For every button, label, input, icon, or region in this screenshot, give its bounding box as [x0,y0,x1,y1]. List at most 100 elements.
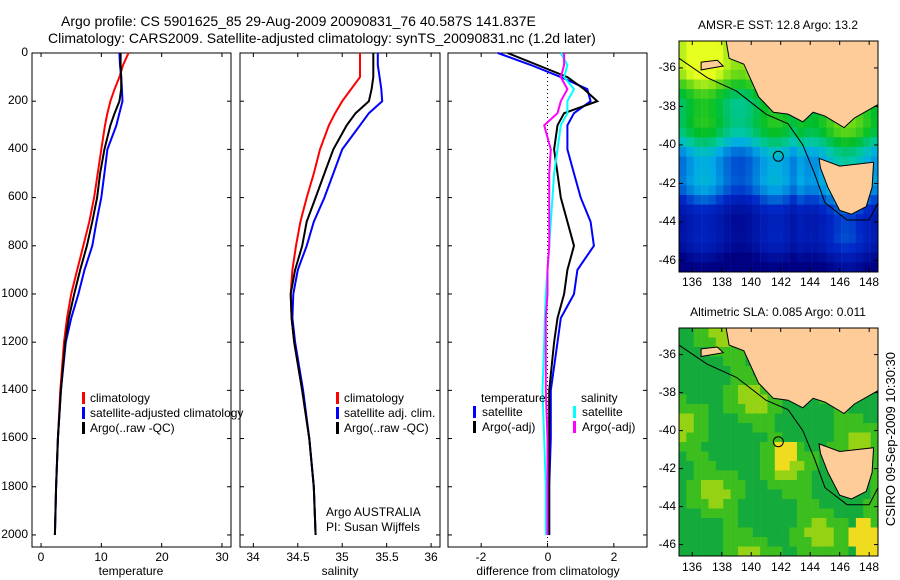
map-cell [708,432,717,443]
map-cell [863,146,871,157]
map-cell [804,461,812,471]
map-cell [804,262,812,272]
map-cell [723,356,731,367]
map-cell [841,137,849,148]
map-cell [693,223,702,234]
map-cell [686,79,694,90]
map-cell [833,127,842,138]
map-cell [811,527,820,538]
map-cell [686,118,694,128]
map-cell [752,489,761,500]
map-cell [715,108,724,119]
map-frame [678,327,879,557]
map-cell [826,442,835,452]
map-cell [679,508,687,519]
map-cell [715,328,724,338]
map-cell [760,185,768,196]
map-cell [819,413,827,424]
map-cell [737,195,746,205]
map-cell [811,195,820,205]
map-cell [774,118,783,128]
x-tick-label: 10 [94,550,108,564]
map-cell [701,166,709,177]
map-cell [870,451,878,462]
map-cell [730,385,739,395]
map-cell [752,499,761,509]
map-cell [745,175,753,186]
map-cell [863,489,871,500]
map-cell [855,223,864,234]
map-cell [774,394,783,405]
map-cell [833,413,842,424]
map-y-tick-label: -36 [658,347,676,361]
map-cell [767,432,776,443]
map-cell [782,537,790,547]
map-cell [863,499,871,509]
map-cell [708,195,717,205]
map-cell [767,118,776,128]
map-cell [826,146,835,157]
map-cell [811,518,820,528]
map-cell [774,185,783,196]
map-cell [708,356,717,367]
map-cell [826,404,835,414]
map-cell [708,394,717,405]
map-cell [723,508,731,519]
map-cell [679,204,687,215]
map-cell [745,432,753,443]
map-cell [693,375,702,386]
map-cell [848,527,857,538]
map-cell [863,546,871,556]
map-cell [870,166,878,177]
map-cell [833,432,842,443]
map-cell [811,262,820,272]
map-cell [745,527,753,538]
map-cell [811,156,820,167]
map-cell [819,461,827,471]
map-cell [767,470,776,481]
legend-swatch [82,407,85,419]
figure-title-line1: Argo profile: CS 5901625_85 29-Aug-2009 … [61,13,536,29]
map-y-tick-label: -44 [658,499,676,513]
map-cell [855,518,864,528]
map-cell [730,166,739,177]
map-cell [774,537,783,547]
map-cell [833,442,842,452]
map-cell [752,527,761,538]
y-tick-label: 200 [7,93,28,107]
map-cell [701,50,709,61]
map-cell [870,118,878,128]
map-cell [701,404,709,414]
map-cell [811,223,820,234]
map-cell [789,185,798,196]
map-cell [796,527,805,538]
map-cell [811,451,820,462]
map-cell [841,252,849,263]
map-cell [804,508,812,519]
map-cell [774,195,783,205]
series-line-argo-raw-qc- [289,53,375,536]
map-cell [708,508,717,519]
map-cell [767,423,776,433]
panel-difference [447,52,648,548]
map-cell [789,546,798,556]
map-cell [804,127,812,138]
map-cell [708,98,717,109]
map-cell [841,508,849,519]
map-cell [767,262,776,272]
map-cell [679,366,687,376]
map-cell [730,499,739,509]
map-cell [811,470,820,481]
map-cell [870,185,878,196]
map-cell [767,413,776,424]
map-cell [855,262,864,272]
map-y-tick-label: -46 [658,537,676,551]
map-cell [767,451,776,462]
map-cell [774,175,783,186]
map-cell [679,223,687,234]
map-cell [693,546,702,556]
map-y-tick-label: -42 [658,461,676,475]
map-cell [796,262,805,272]
map-cell [723,89,731,100]
